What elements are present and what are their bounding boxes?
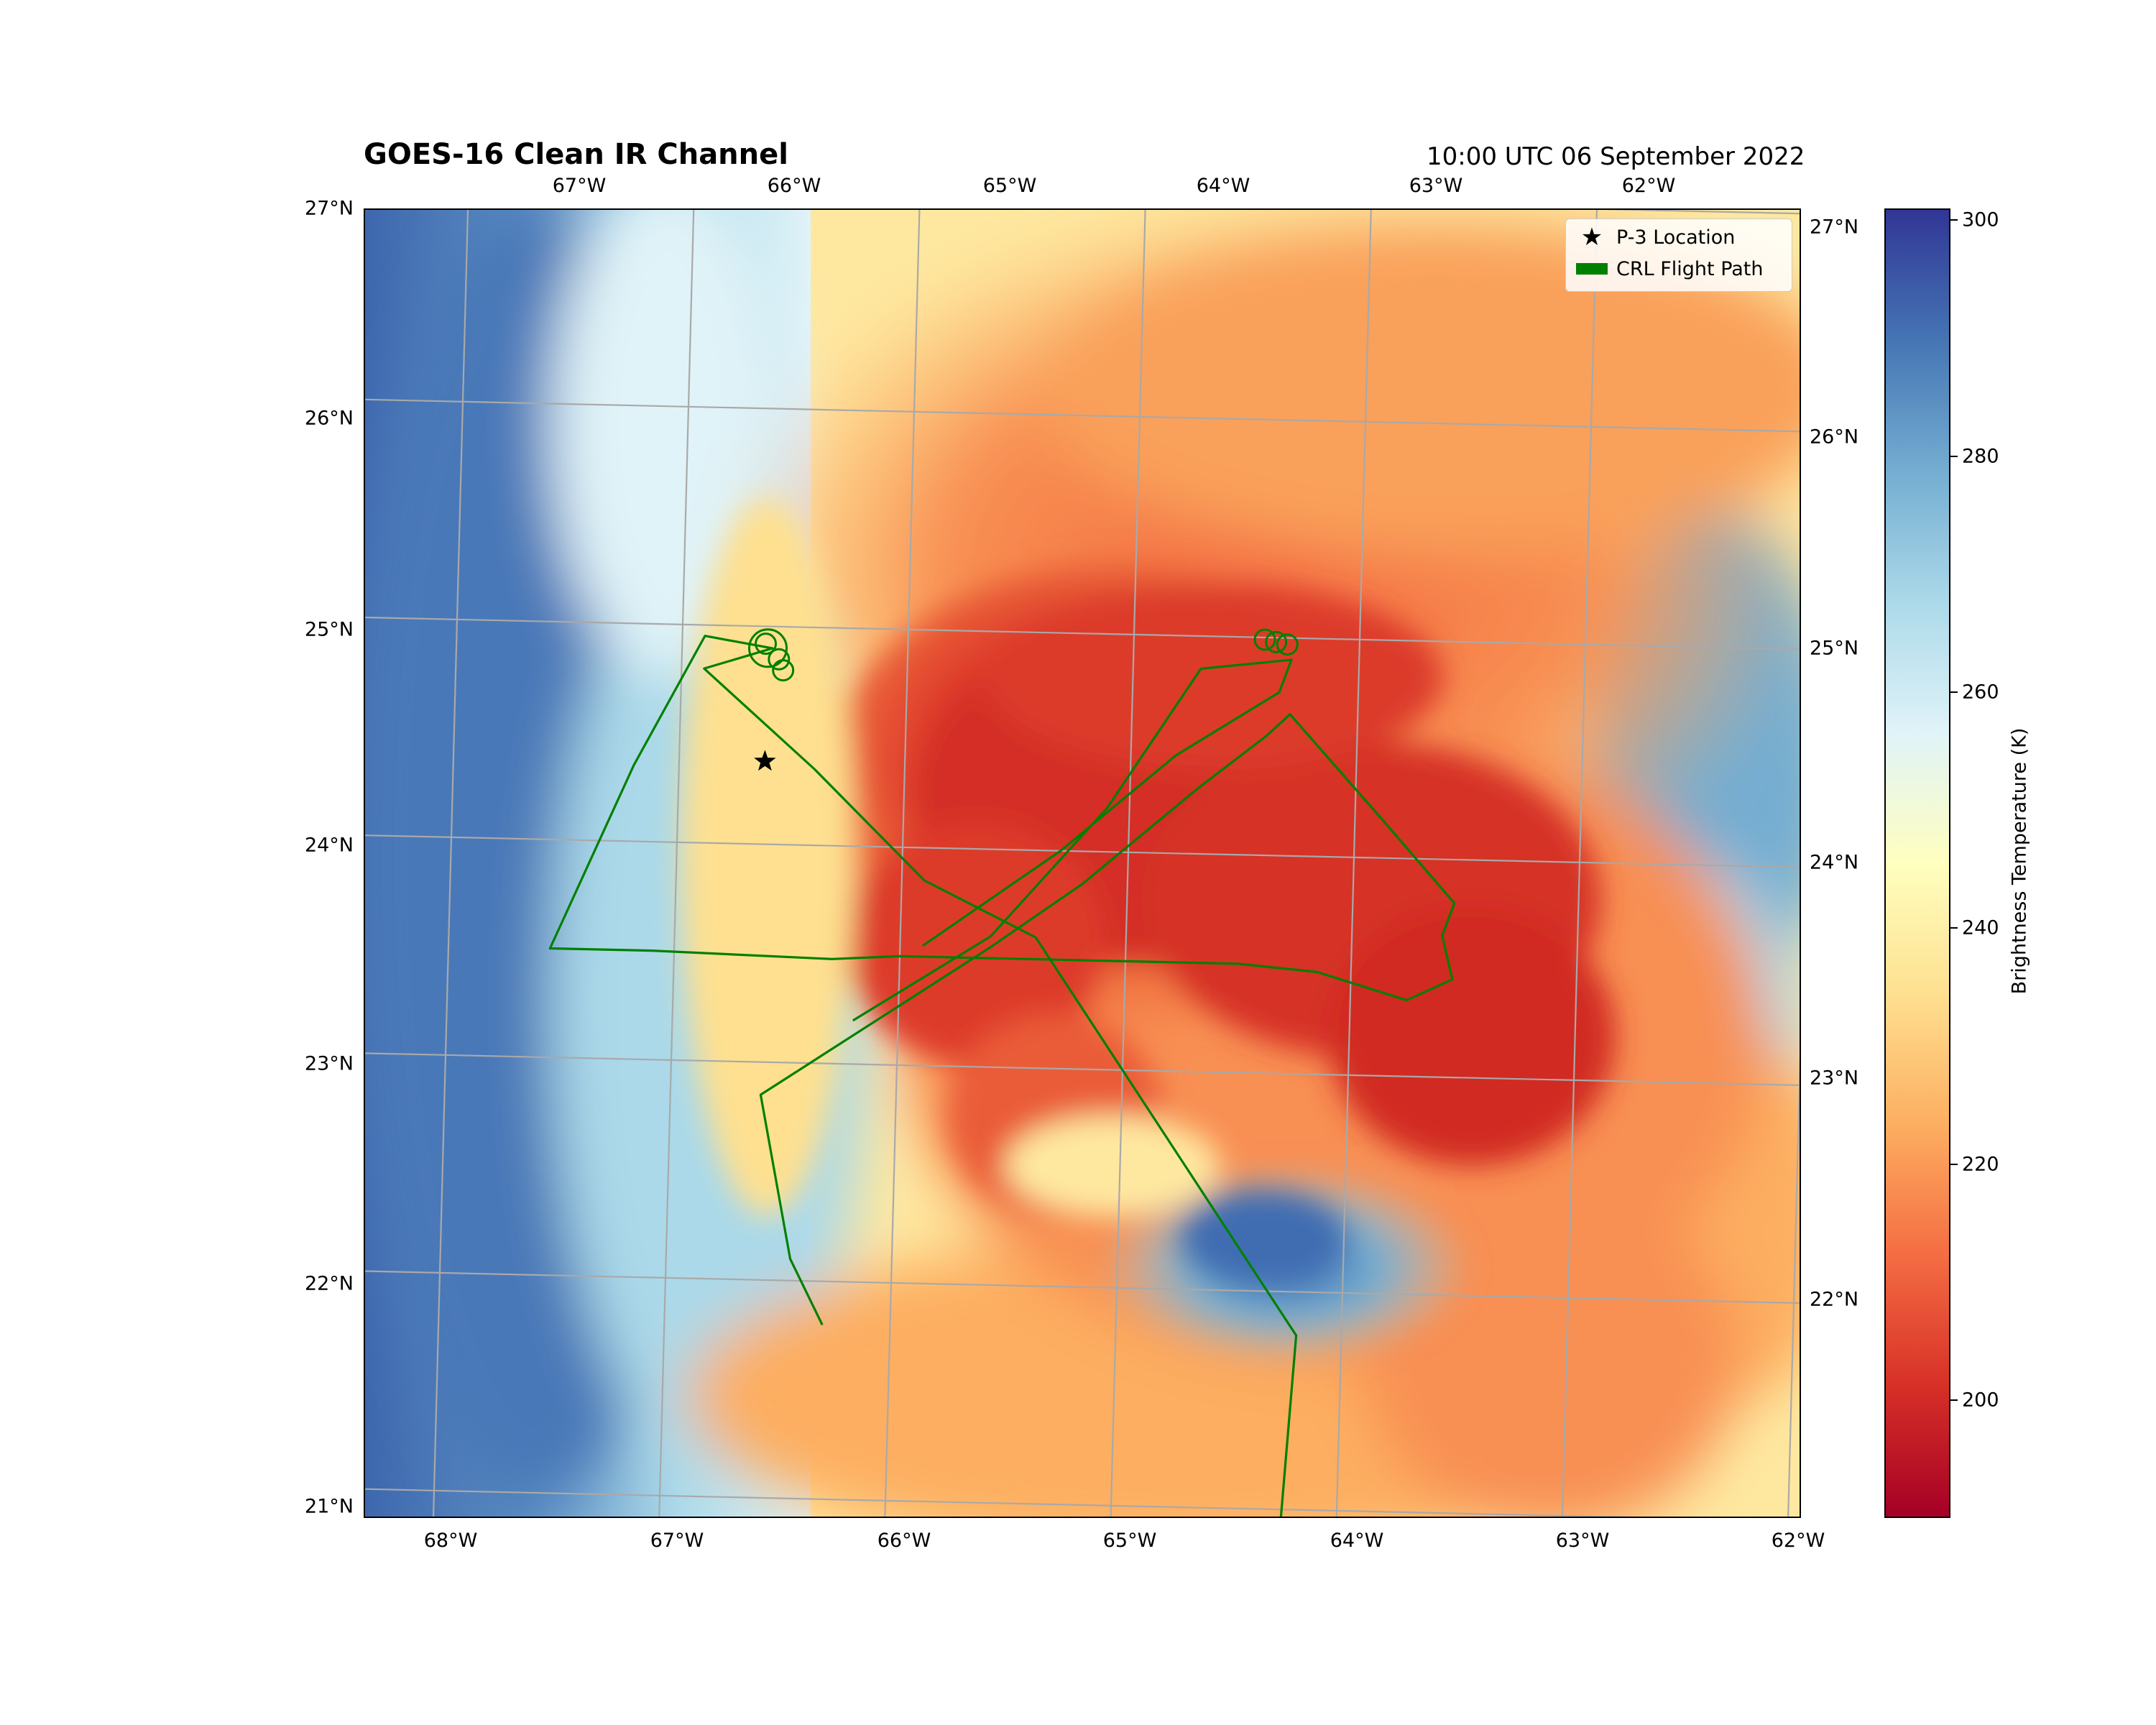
green-line-icon [1576, 263, 1608, 275]
flight-path-main [548, 635, 1456, 1517]
colorbar-tick-label: 300 [1962, 208, 1999, 231]
colorbar-tick-mark [1950, 927, 1958, 929]
legend-item-flight-path: CRL Flight Path [1576, 257, 1764, 281]
legend-item-p3: ★ P-3 Location [1576, 223, 1736, 252]
parallel-line [1598, 210, 1800, 215]
lon-tick-label: 64°W [1330, 1530, 1384, 1552]
lat-tick-label: 24°N [304, 834, 354, 857]
timestamp: 10:00 UTC 06 September 2022 [1427, 142, 1805, 171]
lat-tick-label: 23°N [304, 1052, 354, 1075]
lon-tick-label: 65°W [1102, 1530, 1157, 1552]
lon-tick-label: 66°W [877, 1530, 931, 1552]
lat-tick-label: 26°N [304, 407, 354, 430]
colorbar-tick-label: 200 [1962, 1389, 1999, 1412]
colorbar-tick-label: 280 [1962, 445, 1999, 468]
lon-tick-label: 62°W [1771, 1530, 1825, 1552]
lon-tick-label: 67°W [650, 1530, 704, 1552]
meridian-line [1110, 210, 1146, 1517]
lon-tick-label: 66°W [767, 175, 821, 197]
lat-tick-label: 23°N [1810, 1067, 1859, 1090]
flight-loop [1276, 633, 1299, 656]
flight-path-second-leg [852, 658, 1293, 1022]
p3-location-marker [754, 750, 776, 771]
parallel-line [365, 616, 1800, 650]
legend: ★ P-3 Location CRL Flight Path [1565, 218, 1792, 292]
colorbar-tick-mark [1950, 1399, 1958, 1401]
lat-tick-label: 22°N [1810, 1288, 1859, 1311]
colorbar-tick-label: 240 [1962, 916, 1999, 939]
map-title: GOES-16 Clean IR Channel [364, 138, 788, 171]
ir-imagery [365, 210, 1800, 1517]
lat-tick-label: 26°N [1810, 426, 1859, 448]
colorbar-tick-mark [1950, 1163, 1958, 1165]
parallel-line [365, 1052, 1800, 1086]
parallel-line [365, 398, 1800, 433]
colorbar-tick-mark [1950, 219, 1958, 221]
map-panel: ★ P-3 Location CRL Flight Path [364, 208, 1801, 1518]
colorbar-tick-mark [1950, 691, 1958, 693]
lon-tick-label: 64°W [1196, 175, 1250, 197]
lat-tick-label: 24°N [1810, 851, 1859, 874]
lon-tick-label: 67°W [552, 175, 607, 197]
meridian-line [432, 210, 469, 1517]
lat-tick-label: 27°N [1810, 216, 1859, 239]
star-icon [754, 750, 776, 771]
graticule [365, 210, 1800, 1517]
flight-loop [755, 632, 778, 656]
meridian-line [1787, 1055, 1800, 1517]
map-overlay [365, 210, 1800, 1517]
lon-tick-label: 65°W [982, 175, 1037, 197]
lat-tick-label: 25°N [304, 618, 354, 641]
flight-loop [772, 659, 795, 682]
colorbar-tick-label: 260 [1962, 681, 1999, 704]
flight-loop [768, 648, 791, 671]
parallel-line [365, 1488, 1635, 1517]
meridian-line [884, 210, 921, 1517]
parallel-line [365, 834, 1800, 868]
colorbar-tick-label: 220 [1962, 1153, 1999, 1176]
legend-label-flight-path: CRL Flight Path [1616, 257, 1764, 280]
lat-tick-label: 22°N [304, 1272, 354, 1295]
colorbar [1884, 208, 1950, 1518]
colorbar-tick-mark [1950, 455, 1958, 457]
flight-loop [1253, 628, 1276, 651]
flight-loop [1265, 630, 1288, 653]
lon-tick-label: 63°W [1409, 175, 1463, 197]
parallel-line [365, 1270, 1800, 1305]
flight-loop [748, 628, 788, 668]
lon-tick-label: 63°W [1555, 1530, 1610, 1552]
lat-tick-label: 21°N [304, 1495, 354, 1518]
lat-tick-label: 27°N [304, 197, 354, 220]
legend-label-p3: P-3 Location [1616, 226, 1736, 249]
star-icon: ★ [1580, 223, 1603, 252]
meridian-line [1335, 210, 1372, 1517]
lat-tick-label: 25°N [1810, 637, 1859, 660]
lon-tick-label: 68°W [423, 1530, 478, 1552]
crl-flight-path [548, 628, 1456, 1517]
lon-tick-label: 62°W [1621, 175, 1676, 197]
colorbar-label: Brightness Temperature (K) [2008, 727, 2031, 995]
